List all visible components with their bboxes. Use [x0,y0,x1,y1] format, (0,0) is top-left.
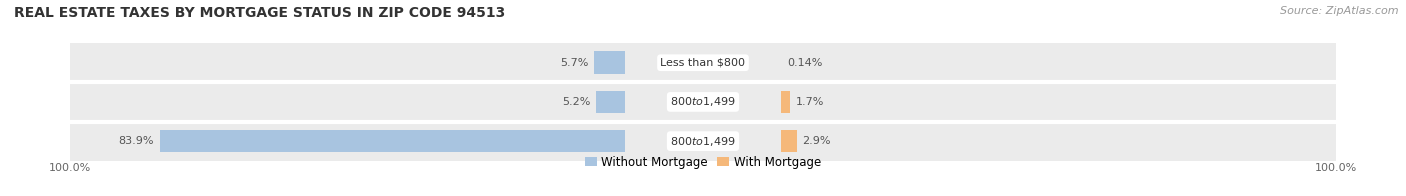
Text: 1.7%: 1.7% [796,97,824,107]
Bar [780,130,797,152]
Bar [596,91,626,113]
Text: $800 to $1,499: $800 to $1,499 [671,135,735,148]
Legend: Without Mortgage, With Mortgage: Without Mortgage, With Mortgage [585,156,821,169]
Bar [780,91,790,113]
Text: Source: ZipAtlas.com: Source: ZipAtlas.com [1281,6,1399,16]
Bar [70,82,1336,122]
Bar [70,122,1336,161]
Bar [160,130,626,152]
Bar [70,43,1336,82]
Text: 83.9%: 83.9% [118,136,155,146]
Text: 2.9%: 2.9% [803,136,831,146]
Bar [593,51,626,74]
Text: Less than $800: Less than $800 [661,58,745,68]
Text: REAL ESTATE TAXES BY MORTGAGE STATUS IN ZIP CODE 94513: REAL ESTATE TAXES BY MORTGAGE STATUS IN … [14,6,505,20]
Text: 5.7%: 5.7% [560,58,588,68]
Text: 5.2%: 5.2% [562,97,591,107]
Text: 0.14%: 0.14% [787,58,823,68]
Text: $800 to $1,499: $800 to $1,499 [671,95,735,108]
